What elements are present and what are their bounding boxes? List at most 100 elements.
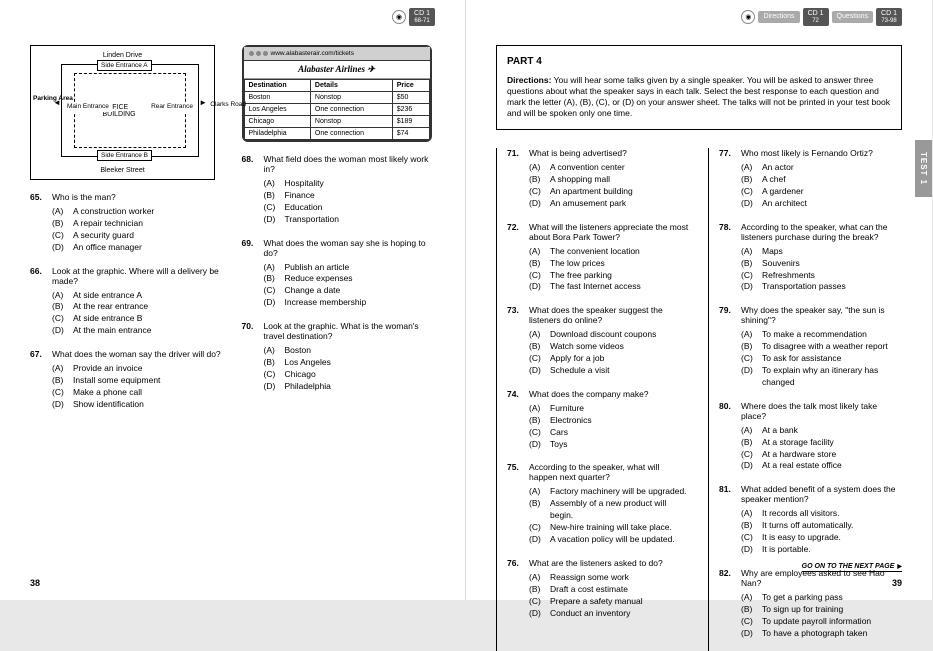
option[interactable]: (B)Draft a cost estimate (529, 584, 690, 596)
option[interactable]: (D)The fast Internet access (529, 281, 690, 293)
question-number: 68. (242, 154, 260, 174)
option[interactable]: (A)Hospitality (264, 178, 436, 190)
map-graphic: Linden Drive OFFICE BUILDING Side Entran… (30, 45, 224, 180)
table-row: ChicagoNonstop$189 (244, 116, 429, 128)
option[interactable]: (A)To get a parking pass (741, 592, 902, 604)
option[interactable]: (B)Finance (264, 190, 436, 202)
option[interactable]: (D)At a real estate office (741, 460, 902, 472)
option[interactable]: (D)To explain why an itinerary has chang… (741, 365, 902, 389)
question-number: 79. (719, 305, 737, 325)
option[interactable]: (D)Transportation passes (741, 281, 902, 293)
option[interactable]: (A)At side entrance A (52, 290, 224, 302)
option[interactable]: (D)At the main entrance (52, 325, 224, 337)
option[interactable]: (A)An actor (741, 162, 902, 174)
option[interactable]: (A)Maps (741, 246, 902, 258)
option[interactable]: (A)The convenient location (529, 246, 690, 258)
question: 70.Look at the graphic. What is the woma… (242, 321, 436, 393)
option[interactable]: (C)Change a date (264, 285, 436, 297)
option[interactable]: (A)Boston (264, 345, 436, 357)
option[interactable]: (B)At the rear entrance (52, 301, 224, 313)
option[interactable]: (C)It is easy to upgrade. (741, 532, 902, 544)
option[interactable]: (B)To sign up for training (741, 604, 902, 616)
option[interactable]: (B)The low prices (529, 258, 690, 270)
question-number: 67. (30, 349, 48, 359)
table-row: BostonNonstop$50 (244, 92, 429, 104)
question: 69.What does the woman say she is hoping… (242, 238, 436, 310)
cd-tab: CD 172 (803, 8, 829, 26)
option[interactable]: (B)At a storage facility (741, 437, 902, 449)
option[interactable]: (B)A repair technician (52, 218, 224, 230)
option[interactable]: (C)A gardener (741, 186, 902, 198)
option[interactable]: (A)Factory machinery will be upgraded. (529, 486, 690, 498)
question-number: 82. (719, 568, 737, 588)
option[interactable]: (D)Toys (529, 439, 690, 451)
option[interactable]: (C)To ask for assistance (741, 353, 902, 365)
option[interactable]: (C)Chicago (264, 369, 436, 381)
question: 73.What does the speaker suggest the lis… (507, 305, 690, 377)
option[interactable]: (D)An office manager (52, 242, 224, 254)
arrow-right: ► (199, 98, 207, 107)
rear-entrance-label: Rear Entrance (148, 103, 196, 112)
question-number: 72. (507, 222, 525, 242)
option[interactable]: (B)Souvenirs (741, 258, 902, 270)
option[interactable]: (C)Refreshments (741, 270, 902, 282)
question-text: Where does the talk most likely take pla… (741, 401, 902, 421)
option[interactable]: (A)Provide an invoice (52, 363, 224, 375)
option[interactable]: (C)New-hire training will take place. (529, 522, 690, 534)
option[interactable]: (D)An architect (741, 198, 902, 210)
question-text: Who is the man? (52, 192, 224, 202)
option[interactable]: (B)It turns off automatically. (741, 520, 902, 532)
option[interactable]: (C)At side entrance B (52, 313, 224, 325)
option[interactable]: (D)Philadelphia (264, 381, 436, 393)
option[interactable]: (A)Download discount coupons (529, 329, 690, 341)
option[interactable]: (C)To update payroll information (741, 616, 902, 628)
option[interactable]: (D)Schedule a visit (529, 365, 690, 377)
option[interactable]: (C)Cars (529, 427, 690, 439)
question-text: Why does the speaker say, "the sun is sh… (741, 305, 902, 325)
main-entrance-label: Main Entrance (64, 103, 112, 112)
option[interactable]: (C)An apartment building (529, 186, 690, 198)
option[interactable]: (C)At a hardware store (741, 449, 902, 461)
option[interactable]: (A)It records all visitors. (741, 508, 902, 520)
option[interactable]: (A)A convention center (529, 162, 690, 174)
option[interactable]: (D)A vacation policy will be updated. (529, 534, 690, 546)
question-number: 78. (719, 222, 737, 242)
option[interactable]: (B)Los Angeles (264, 357, 436, 369)
option[interactable]: (D)Transportation (264, 214, 436, 226)
question: 81.What added benefit of a system does t… (719, 484, 902, 556)
option[interactable]: (B)A chef (741, 174, 902, 186)
cd-indicator: ◉ DirectionsCD 172QuestionsCD 173-98 (741, 8, 902, 26)
option[interactable]: (B)Watch some videos (529, 341, 690, 353)
option[interactable]: (B)Assembly of a new product will begin. (529, 498, 690, 522)
option[interactable]: (D)To have a photograph taken (741, 628, 902, 640)
option[interactable]: (C)A security guard (52, 230, 224, 242)
option[interactable]: (B)Reduce expenses (264, 273, 436, 285)
question: 78.According to the speaker, what can th… (719, 222, 902, 294)
option[interactable]: (A)Publish an article (264, 262, 436, 274)
cd-icon: ◉ (392, 10, 406, 24)
option[interactable]: (A)Reassign some work (529, 572, 690, 584)
option[interactable]: (C)Make a phone call (52, 387, 224, 399)
option[interactable]: (A)Furniture (529, 403, 690, 415)
option[interactable]: (B)To disagree with a weather report (741, 341, 902, 353)
option[interactable]: (C)Education (264, 202, 436, 214)
option[interactable]: (C)The free parking (529, 270, 690, 282)
option[interactable]: (B)Install some equipment (52, 375, 224, 387)
option[interactable]: (C)Prepare a safety manual (529, 596, 690, 608)
table-header: Details (310, 80, 392, 92)
option[interactable]: (A)At a bank (741, 425, 902, 437)
option[interactable]: (D)An amusement park (529, 198, 690, 210)
option[interactable]: (A)To make a recommendation (741, 329, 902, 341)
question-text: What does the speaker suggest the listen… (529, 305, 690, 325)
option[interactable]: (D)Increase membership (264, 297, 436, 309)
option[interactable]: (B)A shopping mall (529, 174, 690, 186)
option[interactable]: (A)A construction worker (52, 206, 224, 218)
side-a-label: Side Entrance A (97, 60, 152, 71)
option[interactable]: (B)Electronics (529, 415, 690, 427)
option[interactable]: (D)It is portable. (741, 544, 902, 556)
question-number: 71. (507, 148, 525, 158)
option[interactable]: (D)Conduct an inventory (529, 608, 690, 620)
option[interactable]: (D)Show identification (52, 399, 224, 411)
cd-indicator: ◉ CD 168-71 (392, 8, 435, 26)
option[interactable]: (C)Apply for a job (529, 353, 690, 365)
